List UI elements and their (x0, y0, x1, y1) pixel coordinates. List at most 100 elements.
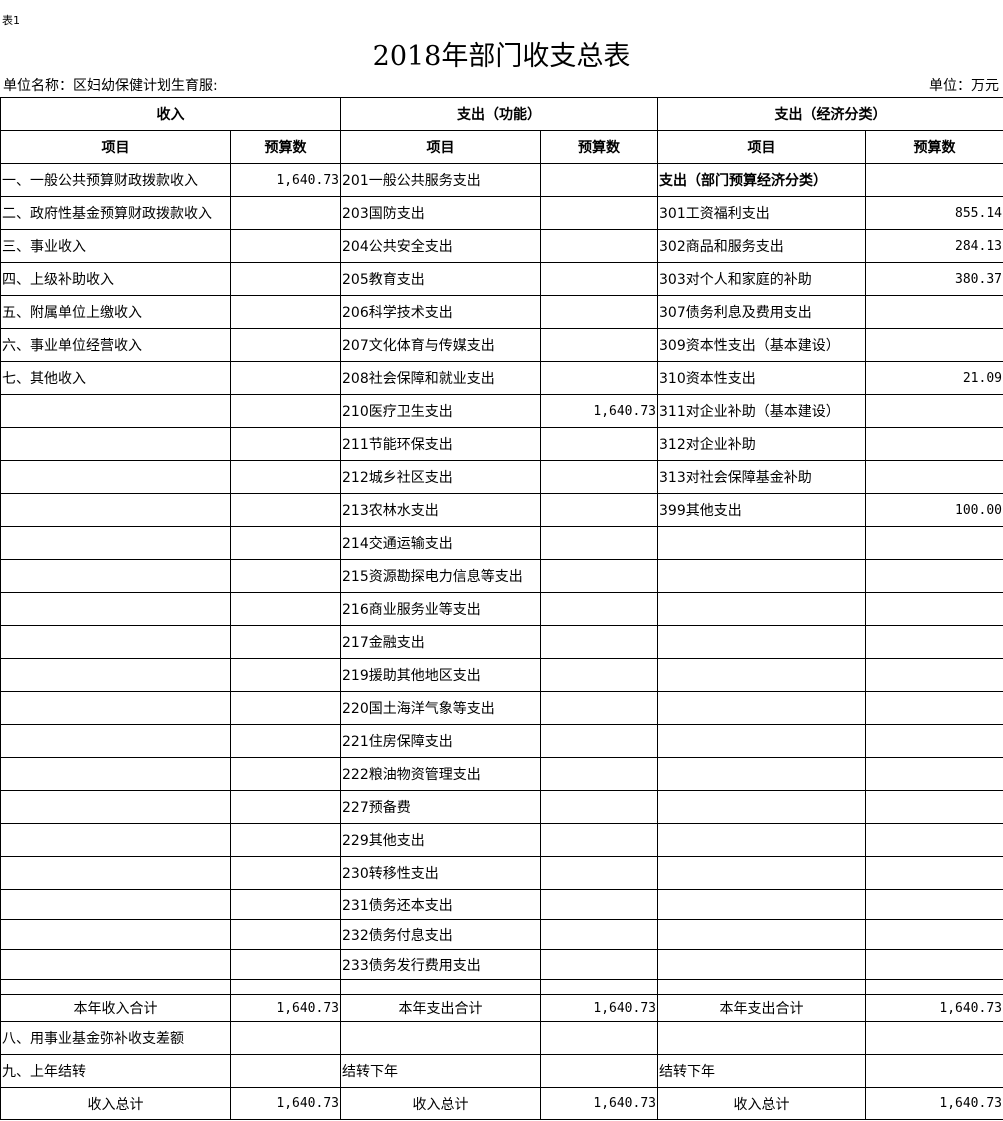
item-cell: 本年支出合计 (657, 994, 866, 1022)
col-header: 预算数 (540, 130, 658, 164)
col-header: 项目 (657, 130, 866, 164)
unit-name: 单位名称：区妇幼保健计划生育服: (3, 78, 218, 94)
amount-cell (230, 559, 341, 593)
amount-cell (230, 625, 341, 659)
item-cell: 301工资福利支出 (657, 196, 866, 230)
amount-cell: 855.14 (865, 196, 1003, 230)
amount-cell (865, 394, 1003, 428)
item-cell (657, 1021, 866, 1055)
item-cell (0, 493, 231, 527)
amount-cell (540, 361, 658, 395)
table-row: 222粮油物资管理支出 (0, 757, 1003, 791)
group-income: 收入 (0, 97, 341, 131)
amount-cell (865, 163, 1003, 197)
item-cell: 312对企业补助 (657, 427, 866, 461)
item-cell (0, 691, 231, 725)
amount-cell (230, 757, 341, 791)
table-row: 215资源勘探电力信息等支出 (0, 559, 1003, 593)
item-cell: 212城乡社区支出 (340, 460, 541, 494)
item-cell (657, 625, 866, 659)
amount-cell (230, 790, 341, 824)
item-cell: 211节能环保支出 (340, 427, 541, 461)
item-cell (657, 979, 866, 995)
group-expense-function: 支出（功能） (340, 97, 658, 131)
table-row: 四、上级补助收入 205教育支出 303对个人和家庭的补助 380.37 (0, 262, 1003, 296)
item-cell: 232债务付息支出 (340, 919, 541, 950)
item-cell: 206科学技术支出 (340, 295, 541, 329)
amount-cell (540, 229, 658, 263)
item-cell: 本年收入合计 (0, 994, 231, 1022)
amount-cell (865, 1021, 1003, 1055)
table-row: 230转移性支出 (0, 856, 1003, 890)
column-header-row: 项目 预算数 项目 预算数 项目 预算数 (0, 130, 1003, 164)
item-cell (0, 394, 231, 428)
amount-cell (540, 1054, 658, 1088)
amount-cell (230, 724, 341, 758)
item-cell (0, 757, 231, 791)
amount-cell (230, 196, 341, 230)
item-cell: 215资源勘探电力信息等支出 (340, 559, 541, 593)
amount-cell (540, 757, 658, 791)
amount-cell: 1,640.73 (865, 994, 1003, 1022)
item-cell: 210医疗卫生支出 (340, 394, 541, 428)
amount-cell (230, 1054, 341, 1088)
item-cell: 七、其他收入 (0, 361, 231, 395)
amount-cell (540, 460, 658, 494)
amount-cell: 1,640.73 (540, 1087, 658, 1120)
item-cell (0, 724, 231, 758)
item-cell: 233债务发行费用支出 (340, 949, 541, 980)
amount-cell: 380.37 (865, 262, 1003, 296)
carry-row: 九、上年结转 结转下年 结转下年 (0, 1054, 1003, 1088)
item-cell: 309资本性支出（基本建设） (657, 328, 866, 362)
item-cell (657, 559, 866, 593)
table-row: 229其他支出 (0, 823, 1003, 857)
amount-cell (540, 658, 658, 692)
item-cell (657, 856, 866, 890)
fund-row: 八、用事业基金弥补收支差额 (0, 1021, 1003, 1055)
table-row: 214交通运输支出 (0, 526, 1003, 560)
amount-cell (540, 790, 658, 824)
amount-cell (230, 658, 341, 692)
amount-cell (865, 919, 1003, 950)
amount-cell (540, 889, 658, 920)
amount-cell (230, 394, 341, 428)
table-row: 211节能环保支出 312对企业补助 (0, 427, 1003, 461)
item-cell: 399其他支出 (657, 493, 866, 527)
table-row: 213农林水支出 399其他支出 100.00 (0, 493, 1003, 527)
item-cell: 八、用事业基金弥补收支差额 (0, 1021, 231, 1055)
amount-cell (865, 625, 1003, 659)
item-cell: 219援助其他地区支出 (340, 658, 541, 692)
amount-cell (540, 427, 658, 461)
amount-cell (230, 1021, 341, 1055)
table-row: 三、事业收入 204公共安全支出 302商品和服务支出 284.13 (0, 229, 1003, 263)
item-cell (657, 889, 866, 920)
item-cell: 230转移性支出 (340, 856, 541, 890)
item-cell (0, 919, 231, 950)
amount-cell (540, 724, 658, 758)
item-cell: 收入总计 (657, 1087, 866, 1120)
amount-cell (865, 856, 1003, 890)
amount-cell (865, 949, 1003, 980)
table-row: 227预备费 (0, 790, 1003, 824)
item-cell (657, 949, 866, 980)
item-cell: 201一般公共服务支出 (340, 163, 541, 197)
amount-cell (230, 493, 341, 527)
amount-cell (230, 919, 341, 950)
amount-cell (540, 262, 658, 296)
amount-cell (540, 823, 658, 857)
amount-cell (865, 724, 1003, 758)
table-row: 210医疗卫生支出 1,640.73 311对企业补助（基本建设） (0, 394, 1003, 428)
col-header: 预算数 (865, 130, 1003, 164)
item-cell: 二、政府性基金预算财政拨款收入 (0, 196, 231, 230)
item-cell: 三、事业收入 (0, 229, 231, 263)
item-cell (0, 856, 231, 890)
table-row (0, 979, 1003, 995)
item-cell: 227预备费 (340, 790, 541, 824)
amount-cell: 1,640.73 (230, 1087, 341, 1120)
item-cell (657, 526, 866, 560)
item-cell (340, 979, 541, 995)
item-cell (0, 526, 231, 560)
group-expense-economic: 支出（经济分类） (657, 97, 1003, 131)
amount-cell (865, 823, 1003, 857)
item-cell: 231债务还本支出 (340, 889, 541, 920)
